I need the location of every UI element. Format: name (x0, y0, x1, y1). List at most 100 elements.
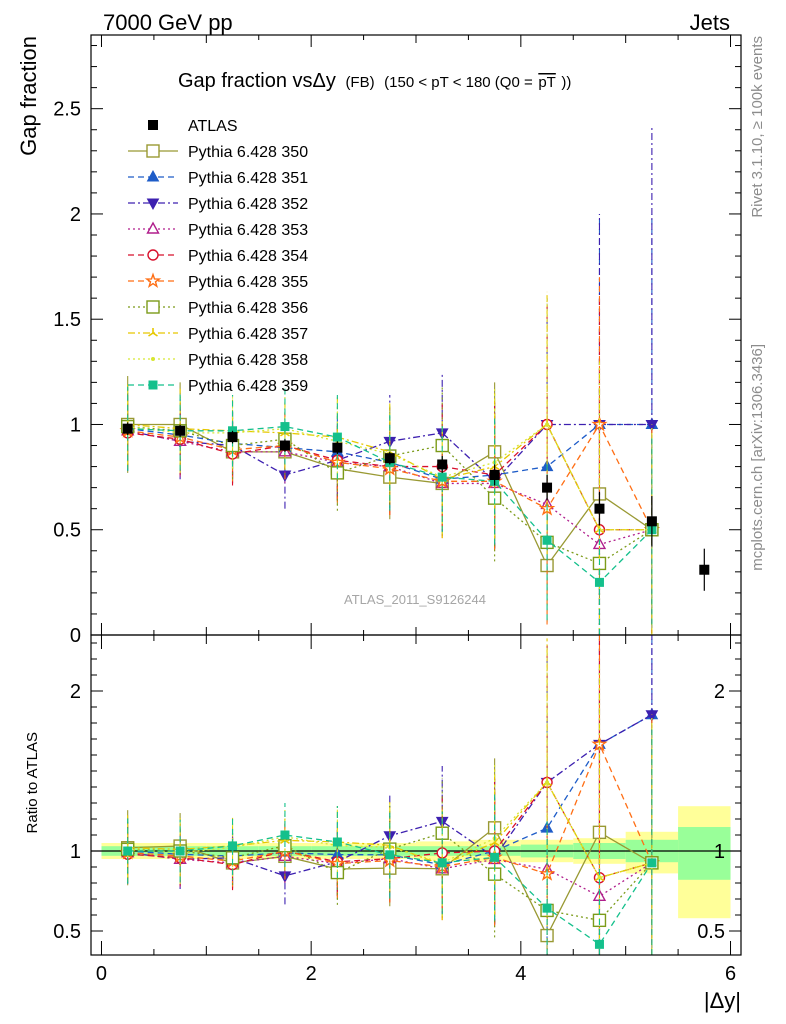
atlas-point (437, 459, 448, 470)
ratio-point (228, 841, 238, 851)
ratio-point (332, 837, 342, 847)
data-point (594, 577, 604, 587)
legend: ATLAS Pythia 6.428 350 Pythia 6.428 351 Pyt… (128, 118, 308, 395)
y-tick-label: 1 (70, 414, 81, 436)
title-small-text: (FB) (345, 74, 374, 91)
ratio-point (490, 852, 500, 862)
inner-band (678, 827, 731, 880)
energy-label: 7000 GeV pp (103, 10, 233, 35)
atlas-data-layer (122, 422, 710, 591)
ratio-point (645, 710, 659, 722)
legend-label: Pythia 6.428 356 (188, 300, 308, 317)
atlas-point (175, 425, 186, 436)
atlas-point (699, 564, 710, 575)
y-tick-label: 1.5 (53, 309, 81, 331)
y-tick-label: 2.5 (53, 99, 81, 121)
process-label: Jets (690, 10, 730, 35)
legend-label: Pythia 6.428 353 (188, 222, 308, 239)
ratio-point (280, 830, 290, 840)
title-main-text: Gap fraction vsΔy (178, 70, 336, 92)
title-cut-text: (150 < pT < 180 (Q0 = (384, 74, 533, 91)
atlas-point (646, 516, 657, 527)
main-y-axis-label: Gap fraction (16, 36, 41, 156)
legend-label: Pythia 6.428 351 (188, 170, 308, 187)
x-tick-label: 2 (306, 963, 317, 985)
legend-label: Pythia 6.428 352 (188, 196, 308, 213)
ratio-y-tick-label-right: 2 (714, 681, 725, 703)
series-line (127, 423, 653, 531)
ratio-y-tick-label-right: 1 (714, 841, 725, 863)
main-axis-ticks: 0 0.5 1 1.5 2 2.5 (53, 35, 741, 647)
legend-marker (146, 169, 160, 182)
ratio-axis-ticks: 0.5 0.5 1 1 2 2 0 2 4 6 (53, 635, 741, 985)
ratio-point (437, 858, 447, 868)
data-point (332, 432, 342, 442)
ratio-point (647, 858, 657, 868)
legend-label: Pythia 6.428 359 (188, 378, 308, 395)
ratio-series-359 (123, 729, 657, 955)
ratio-point (175, 846, 185, 856)
atlas-point (489, 470, 500, 480)
legend-label: Pythia 6.428 350 (188, 144, 308, 161)
mcplots-label: mcplots.cern.ch [arXiv:1306.3436] (749, 344, 766, 571)
title-overline-text: pT (538, 74, 556, 91)
ratio-point (542, 903, 552, 913)
ratio-point (594, 939, 604, 949)
legend-marker (147, 249, 159, 261)
legend-marker (148, 380, 158, 390)
atlas-point (227, 432, 238, 443)
ratio-point (597, 875, 602, 880)
x-tick-label: 6 (725, 963, 736, 985)
legend-marker (151, 357, 155, 361)
atlas-point (542, 482, 553, 493)
ratio-series-351 (121, 635, 659, 955)
ratio-y-tick-label-right: 0.5 (697, 921, 725, 943)
atlas-point (122, 423, 133, 434)
ratio-point (123, 846, 133, 856)
x-tick-label: 4 (515, 963, 526, 985)
ratio-series-355 (119, 635, 661, 955)
legend-label: Pythia 6.428 355 (188, 274, 308, 291)
legend-label: Pythia 6.428 358 (188, 352, 308, 369)
data-point (545, 422, 550, 427)
legend-label: Pythia 6.428 354 (188, 248, 308, 265)
atlas-point (384, 453, 395, 464)
ratio-line (127, 781, 653, 879)
ratio-series-354 (121, 635, 658, 955)
data-point (542, 535, 552, 545)
atlas-point (594, 503, 605, 514)
ratio-point (545, 780, 550, 785)
y-tick-label: 0 (70, 625, 81, 647)
legend-label: Pythia 6.428 357 (188, 326, 308, 343)
legend-marker (144, 272, 162, 289)
atlas-point (279, 440, 290, 451)
y-tick-label: 2 (70, 204, 81, 226)
legend-marker (148, 328, 158, 337)
ratio-y-tick-label: 1 (70, 841, 81, 863)
atlas-point (332, 442, 343, 453)
ratio-panel: 0.5 0.5 1 1 2 2 0 2 4 6 (53, 634, 742, 985)
data-point (645, 419, 659, 432)
ratio-series-352 (121, 635, 659, 955)
x-tick-label: 0 (96, 963, 107, 985)
title-close-text: )) (561, 74, 571, 91)
ratio-plot-frame (90, 634, 742, 956)
ratio-y-tick-label: 2 (70, 681, 81, 703)
watermark-label: ATLAS_2011_S9126244 (344, 592, 486, 607)
ratio-point (385, 850, 395, 860)
legend-marker (146, 300, 160, 314)
ratio-uncertainty-bands (91, 806, 741, 919)
legend-marker (146, 198, 160, 211)
y-tick-label: 0.5 (53, 520, 81, 542)
ratio-y-tick-label: 0.5 (53, 921, 81, 943)
x-axis-label: |Δy| (704, 988, 741, 1013)
data-point (437, 472, 447, 482)
rivet-version-label: Rivet 3.1.10, ≥ 100k events (749, 36, 766, 218)
data-point (280, 422, 290, 432)
ratio-y-axis-label: Ratio to ATLAS (24, 732, 41, 833)
legend-marker (146, 221, 160, 234)
legend-label: ATLAS (188, 118, 238, 135)
ratio-series-layer (119, 635, 661, 955)
main-panel: 0 0.5 1 1.5 2 2.5 (53, 34, 742, 647)
